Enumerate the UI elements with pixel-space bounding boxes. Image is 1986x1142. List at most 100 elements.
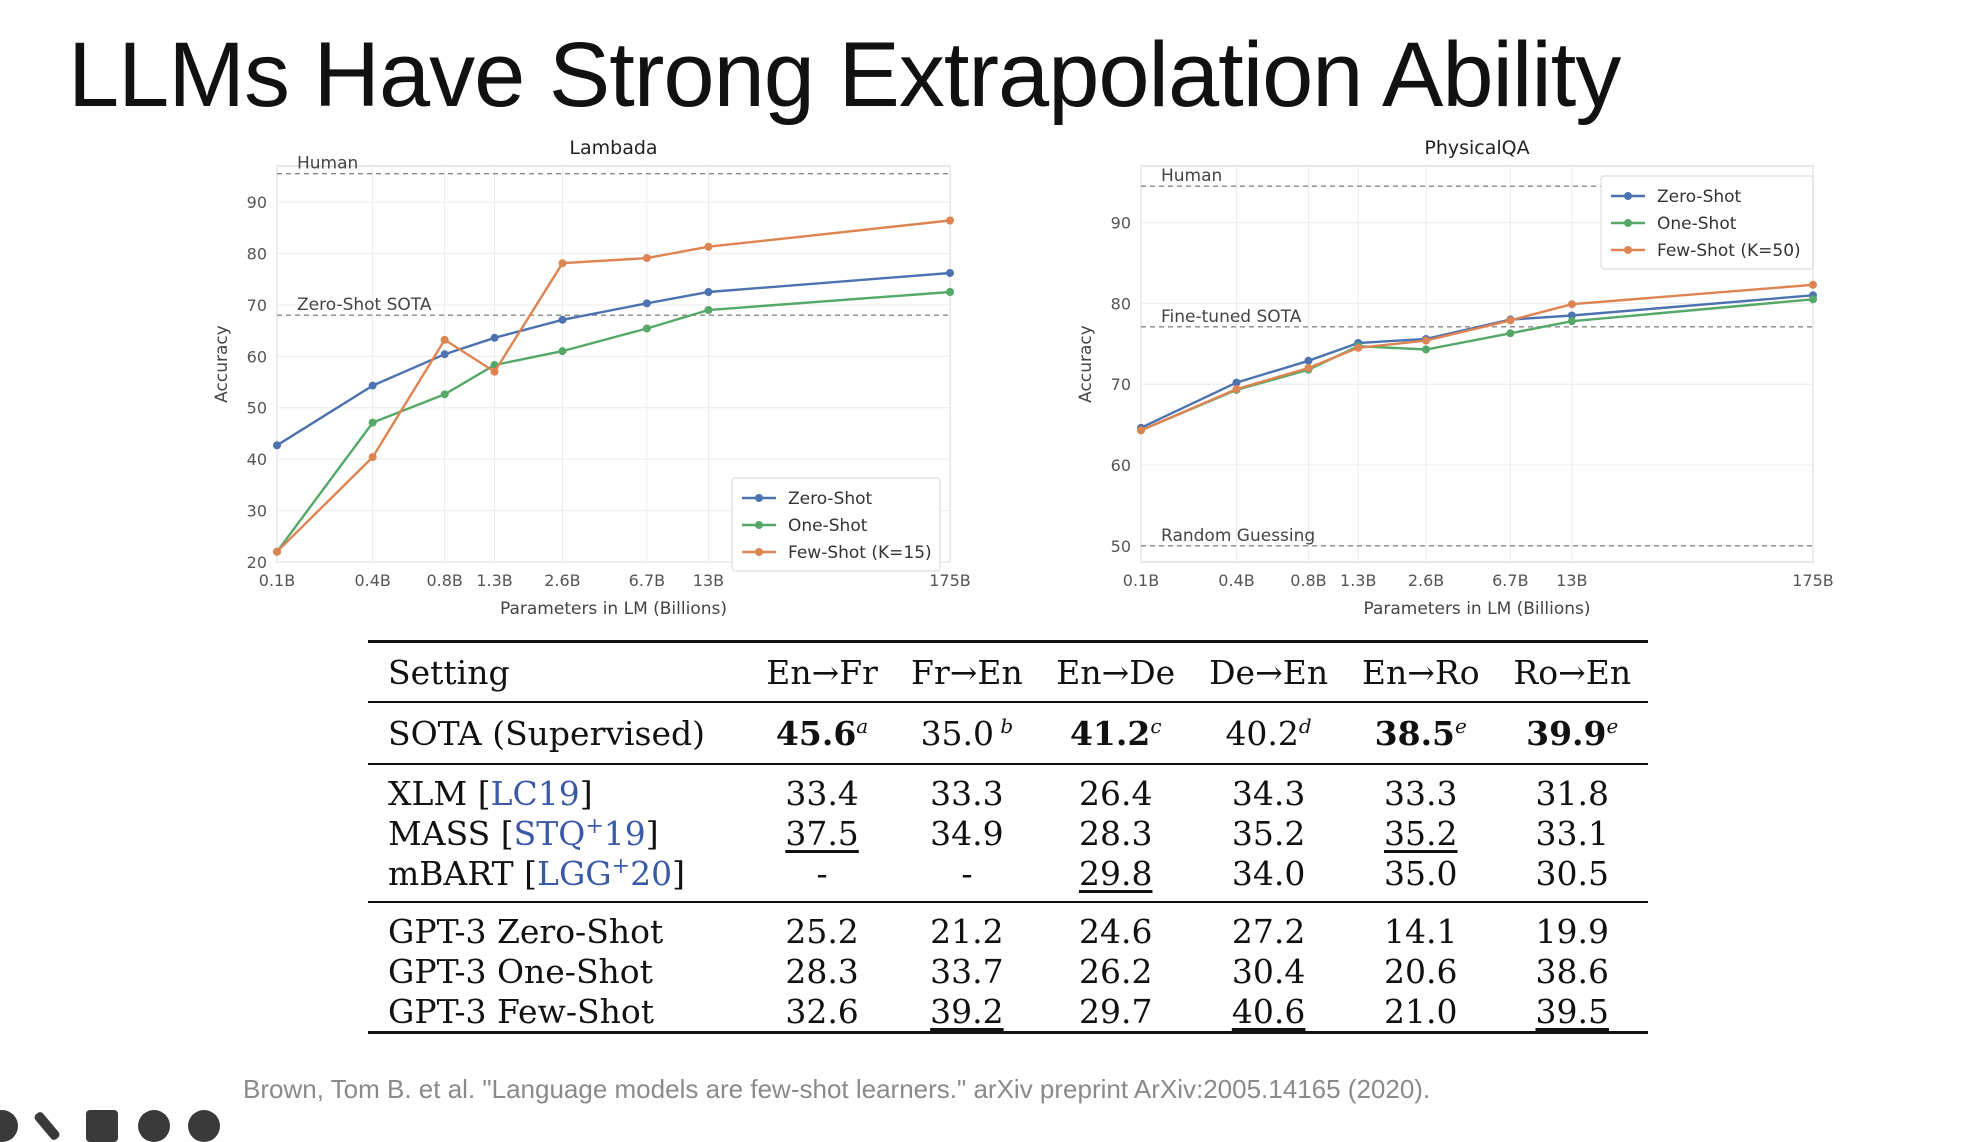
row-label: GPT-3 Few-Shot [368,991,750,1034]
model-name: GPT-3 One-Shot [388,951,653,991]
x-tick-label: 0.8B [1290,571,1326,590]
cell-value: 33.1 [1535,813,1609,853]
x-tick-label: 1.3B [1340,571,1376,590]
cell-value: 27.2 [1231,911,1306,951]
series-point [1354,343,1363,352]
series-point [368,453,377,462]
table-cell: 21.0 [1345,991,1497,1034]
y-axis-label: Accuracy [212,325,232,403]
series-point [642,254,651,263]
cell-footnote: d [1298,713,1312,738]
series-point [558,315,567,324]
table-cell: 29.8 [1039,853,1193,903]
table-cell: - [749,853,895,903]
cell-value: 41.2 [1069,713,1151,753]
y-tick-label: 20 [247,553,267,572]
series-point [558,259,567,268]
cell-footnote: c [1150,713,1162,738]
cell-value: - [816,853,828,893]
table-cell: 45.6a [749,702,895,765]
cell-value: 34.9 [930,813,1004,853]
series-point [440,350,449,359]
x-tick-label: 0.8B [426,571,462,590]
translation-results-table: Setting En→Fr Fr→En En→De De→En En→Ro Ro→En SO… [368,640,1648,1034]
citation-link[interactable]: LGG [537,853,612,893]
series-point [642,299,651,308]
reference-line-label: Human [1161,166,1222,186]
citation-sup: + [611,853,631,879]
cell-footnote: b [994,713,1014,738]
legend-marker [755,494,763,502]
table-cell: 26.2 [1039,951,1192,991]
table-cell: 33.3 [894,764,1039,813]
legend-label: One-Shot [788,516,868,536]
prev-slide-icon[interactable] [0,1110,18,1142]
citation-sup: + [585,813,604,839]
series-point [1567,300,1576,309]
table-cell: 20.6 [1345,951,1496,991]
legend-box [731,477,941,572]
table-cell: 24.6 [1039,902,1192,951]
row-label: MASS [STQ+19] [388,813,659,853]
y-tick-label: 70 [1111,375,1131,394]
y-tick-label: 50 [247,399,267,418]
series-point [1422,345,1431,354]
reference-line-label: Fine-tuned SOTA [1161,307,1302,327]
table-cell: 37.5 [750,813,895,853]
chart-title: PhysicalQA [1424,137,1529,159]
citation-link[interactable]: LC19 [490,773,580,813]
cell-value: 31.8 [1535,773,1609,813]
table-cell: 32.6 [749,991,895,1034]
x-tick-label: 0.4B [354,571,390,590]
x-tick-label: 175B [1792,571,1834,590]
table-cell: 28.3 [750,951,895,991]
column-header: De→En [1192,640,1346,703]
table-cell: 33.4 [750,764,895,813]
zoom-icon[interactable] [138,1110,170,1142]
table-cell: 25.2 [750,902,895,951]
x-tick-label: 2.6B [544,571,580,590]
y-tick-label: 80 [1111,294,1131,313]
table-cell: 19.9 [1496,902,1648,951]
column-header: Ro→En [1496,640,1648,703]
table-cell: 35.2 [1345,813,1496,853]
captions-icon[interactable] [86,1110,118,1142]
row-label: mBART [LGG+20] [368,853,750,903]
series-point [1422,336,1431,345]
series-line [276,219,951,553]
table-cell: 27.2 [1192,902,1345,951]
model-name: MASS [388,813,491,853]
cell-value: 25.2 [785,911,859,951]
cell-value: - [961,853,973,893]
cell-value: 45.6 [775,713,857,753]
table-cell: 34.9 [894,813,1039,853]
cell-value: 26.2 [1078,951,1153,991]
table-cell: 41.2c [1039,702,1193,765]
presentation-toolbar [0,1104,240,1142]
table-row: mBART [LGG+20] - - 29.8 34.0 35.0 30.5 [368,853,1648,903]
x-tick-label: 13B [693,571,724,590]
table-cell: 34.0 [1192,853,1346,903]
citation-year: 19 [603,813,646,853]
cell-value: 39.2 [930,991,1004,1031]
cell-footnote: e [1606,713,1619,738]
x-tick-label: 6.7B [629,571,665,590]
x-tick-label: 0.1B [259,571,295,590]
table-cell: 30.5 [1496,853,1648,903]
table-header-row: Setting En→Fr Fr→En En→De De→En En→Ro Ro→En [368,640,1648,703]
model-name: mBART [388,853,514,893]
more-options-icon[interactable] [188,1110,220,1142]
cell-value: 30.4 [1231,951,1306,991]
pen-icon[interactable] [32,1110,62,1142]
slide-title: LLMs Have Strong Extrapolation Ability [68,24,1621,126]
legend-marker [1624,246,1632,254]
table-cell: 29.7 [1039,991,1193,1034]
legend-marker [1624,219,1632,227]
cell-value: 24.6 [1078,911,1153,951]
model-name: GPT-3 Few-Shot [388,991,654,1031]
legend-label: Zero-Shot [1657,187,1742,207]
table-cell: 35.0 b [894,702,1040,765]
table-cell: 14.1 [1345,902,1496,951]
x-axis-label: Parameters in LM (Billions) [1363,599,1590,619]
citation-link[interactable]: STQ [513,813,586,853]
